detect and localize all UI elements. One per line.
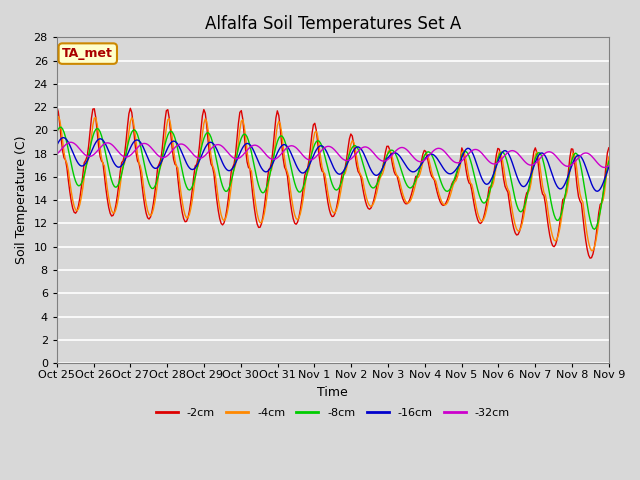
Legend: -2cm, -4cm, -8cm, -16cm, -32cm: -2cm, -4cm, -8cm, -16cm, -32cm	[151, 404, 515, 422]
Text: TA_met: TA_met	[62, 47, 113, 60]
Y-axis label: Soil Temperature (C): Soil Temperature (C)	[15, 136, 28, 264]
Title: Alfalfa Soil Temperatures Set A: Alfalfa Soil Temperatures Set A	[205, 15, 461, 33]
X-axis label: Time: Time	[317, 385, 348, 398]
